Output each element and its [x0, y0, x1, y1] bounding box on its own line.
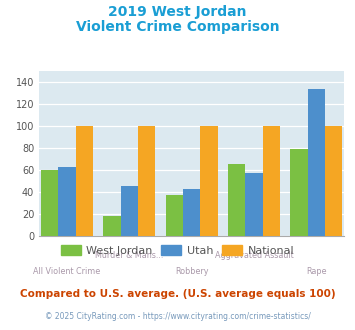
Bar — [138, 126, 155, 236]
Bar — [290, 149, 308, 236]
Bar — [228, 164, 245, 236]
Bar — [166, 195, 183, 236]
Bar — [59, 167, 76, 236]
Bar — [325, 126, 342, 236]
Bar — [41, 170, 59, 236]
Text: All Violent Crime: All Violent Crime — [33, 267, 101, 276]
Text: Aggravated Assault: Aggravated Assault — [215, 251, 293, 260]
Text: Compared to U.S. average. (U.S. average equals 100): Compared to U.S. average. (U.S. average … — [20, 289, 335, 299]
Bar — [245, 173, 263, 236]
Text: © 2025 CityRating.com - https://www.cityrating.com/crime-statistics/: © 2025 CityRating.com - https://www.city… — [45, 312, 310, 321]
Text: Rape: Rape — [306, 267, 327, 276]
Text: Murder & Mans...: Murder & Mans... — [95, 251, 164, 260]
Bar — [308, 88, 325, 236]
Bar — [121, 186, 138, 236]
Bar — [263, 126, 280, 236]
Bar — [183, 189, 200, 236]
Text: Robbery: Robbery — [175, 267, 208, 276]
Text: 2019 West Jordan: 2019 West Jordan — [108, 5, 247, 19]
Bar — [103, 216, 121, 236]
Text: Violent Crime Comparison: Violent Crime Comparison — [76, 20, 279, 34]
Bar — [76, 126, 93, 236]
Legend: West Jordan, Utah, National: West Jordan, Utah, National — [56, 240, 299, 260]
Bar — [200, 126, 218, 236]
